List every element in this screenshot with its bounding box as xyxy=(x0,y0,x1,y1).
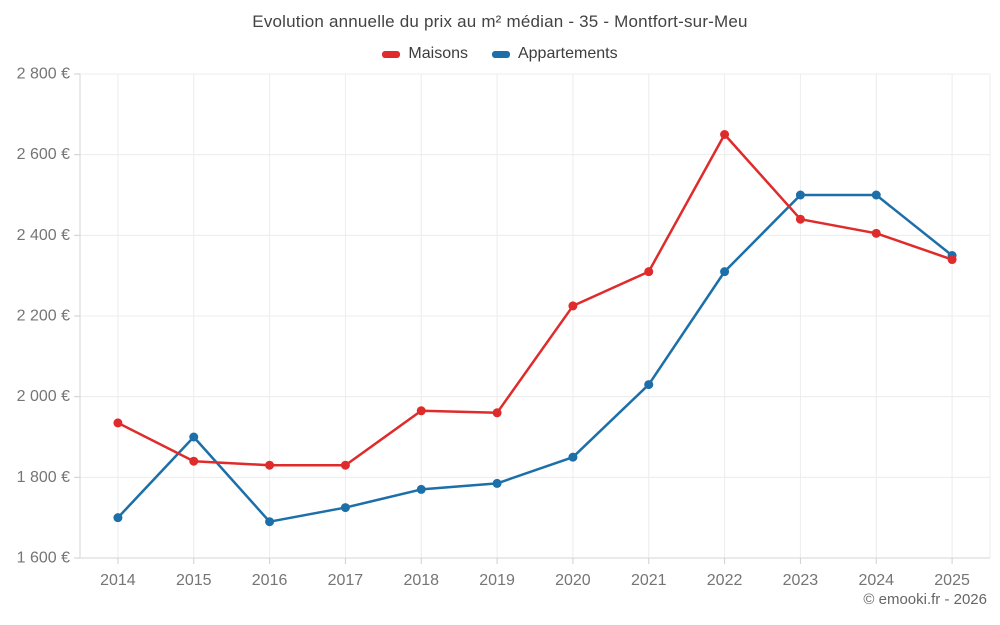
y-tick-label: 2 400 € xyxy=(17,227,70,244)
x-tick-label: 2020 xyxy=(555,572,591,589)
x-tick-label: 2024 xyxy=(858,572,894,589)
data-point-maisons-2016 xyxy=(265,460,275,470)
x-tick-label: 2019 xyxy=(479,572,515,589)
y-tick-label: 2 000 € xyxy=(17,388,70,405)
x-tick-label: 2021 xyxy=(631,572,667,589)
data-point-appartements-2018 xyxy=(416,484,426,494)
data-point-appartements-2023 xyxy=(795,190,805,200)
appartements-legend-swatch-icon xyxy=(491,50,510,58)
legend-label-maisons: Maisons xyxy=(408,45,468,62)
data-point-appartements-2017 xyxy=(340,503,350,513)
data-point-appartements-2016 xyxy=(265,517,275,527)
x-tick-label: 2016 xyxy=(252,572,288,589)
x-tick-label: 2025 xyxy=(934,572,970,589)
chart-legend: Maisons Appartements xyxy=(0,45,1000,63)
data-point-maisons-2023 xyxy=(795,214,805,224)
data-point-maisons-2020 xyxy=(568,301,578,311)
data-point-maisons-2015 xyxy=(189,456,199,466)
data-point-appartements-2022 xyxy=(720,267,730,277)
legend-label-appartements: Appartements xyxy=(517,45,618,62)
x-tick-label: 2018 xyxy=(403,572,439,589)
y-tick-label: 2 800 € xyxy=(17,66,70,83)
x-tick-label: 2022 xyxy=(707,572,743,589)
series-line-maisons xyxy=(116,133,954,467)
series-line-appartements xyxy=(116,193,954,523)
y-tick-label: 2 600 € xyxy=(17,146,70,163)
x-tick-label: 2023 xyxy=(783,572,819,589)
data-point-maisons-2022 xyxy=(720,130,730,139)
x-tick-label: 2014 xyxy=(100,572,136,589)
y-tick-label: 2 200 € xyxy=(17,308,70,325)
data-point-appartements-2020 xyxy=(568,452,578,462)
data-point-appartements-2019 xyxy=(492,478,502,488)
data-point-maisons-2019 xyxy=(492,408,502,418)
x-tick-label: 2015 xyxy=(176,572,212,589)
legend-item-maisons[interactable]: Maisons xyxy=(382,45,468,63)
data-point-maisons-2025 xyxy=(947,255,957,265)
y-tick-label: 1 600 € xyxy=(17,550,70,567)
legend-item-appartements[interactable]: Appartements xyxy=(491,45,618,63)
x-tick-label: 2017 xyxy=(328,572,364,589)
data-point-appartements-2014 xyxy=(113,513,123,523)
attribution-text: © emooki.fr - 2026 xyxy=(863,591,987,608)
chart-title: Evolution annuelle du prix au m² médian … xyxy=(252,12,748,31)
data-point-appartements-2021 xyxy=(644,380,654,390)
data-point-maisons-2024 xyxy=(871,228,881,238)
data-point-maisons-2018 xyxy=(416,406,426,416)
data-point-maisons-2017 xyxy=(340,460,350,470)
data-point-maisons-2014 xyxy=(113,418,123,428)
data-point-appartements-2015 xyxy=(189,432,199,442)
maisons-legend-swatch-icon xyxy=(382,50,401,58)
data-point-maisons-2021 xyxy=(644,267,654,277)
y-tick-label: 1 800 € xyxy=(17,469,70,486)
data-point-appartements-2024 xyxy=(871,190,881,200)
